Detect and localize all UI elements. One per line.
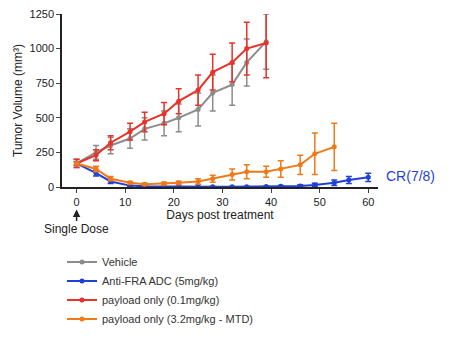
svg-text:60: 60 (362, 196, 374, 208)
svg-text:750: 750 (36, 77, 54, 89)
svg-text:500: 500 (36, 112, 54, 124)
svg-text:CR(7/8): CR(7/8) (386, 168, 435, 184)
svg-text:40: 40 (265, 196, 277, 208)
svg-text:Anti-FRA ADC (5mg/kg): Anti-FRA ADC (5mg/kg) (102, 275, 218, 287)
svg-text:30: 30 (216, 196, 228, 208)
svg-text:1250: 1250 (30, 8, 54, 20)
svg-text:payload only (3.2mg/kg - MTD): payload only (3.2mg/kg - MTD) (102, 313, 253, 325)
svg-text:Tumor Volume (mm³): Tumor Volume (mm³) (11, 44, 25, 157)
svg-text:0: 0 (48, 181, 54, 193)
svg-text:Single Dose: Single Dose (44, 222, 109, 236)
svg-text:10: 10 (119, 196, 131, 208)
svg-text:payload only (0.1mg/kg): payload only (0.1mg/kg) (102, 294, 219, 306)
svg-text:50: 50 (314, 196, 326, 208)
svg-text:1000: 1000 (30, 42, 54, 54)
svg-text:Days post treatment: Days post treatment (166, 208, 274, 222)
svg-text:250: 250 (36, 146, 54, 158)
svg-text:0: 0 (74, 196, 80, 208)
svg-text:20: 20 (168, 196, 180, 208)
svg-text:Vehicle: Vehicle (102, 256, 137, 268)
